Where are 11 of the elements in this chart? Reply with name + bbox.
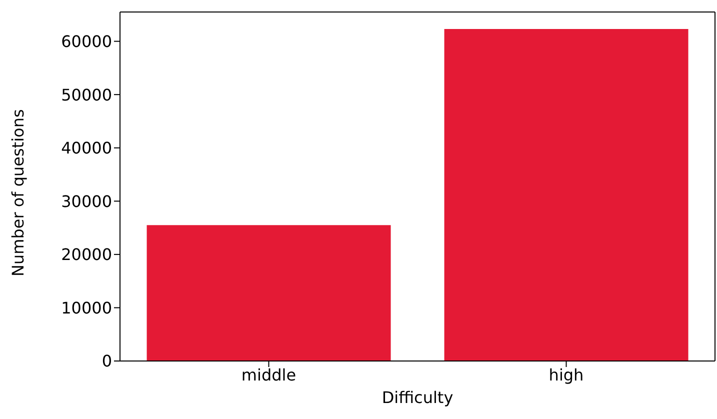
y-axis-title: Number of questions	[8, 109, 28, 276]
y-tick-label: 0	[102, 352, 112, 371]
y-tick-label: 10000	[61, 298, 112, 318]
y-tick-label: 50000	[61, 85, 112, 104]
x-tick-label: middle	[241, 365, 296, 384]
y-tick-label: 40000	[61, 138, 112, 158]
x-tick-label: high	[548, 365, 584, 384]
x-axis-title: Difficulty	[382, 388, 454, 407]
y-tick-label: 30000	[61, 192, 112, 211]
y-tick-label: 20000	[61, 245, 112, 264]
y-tick-label: 60000	[61, 32, 112, 51]
